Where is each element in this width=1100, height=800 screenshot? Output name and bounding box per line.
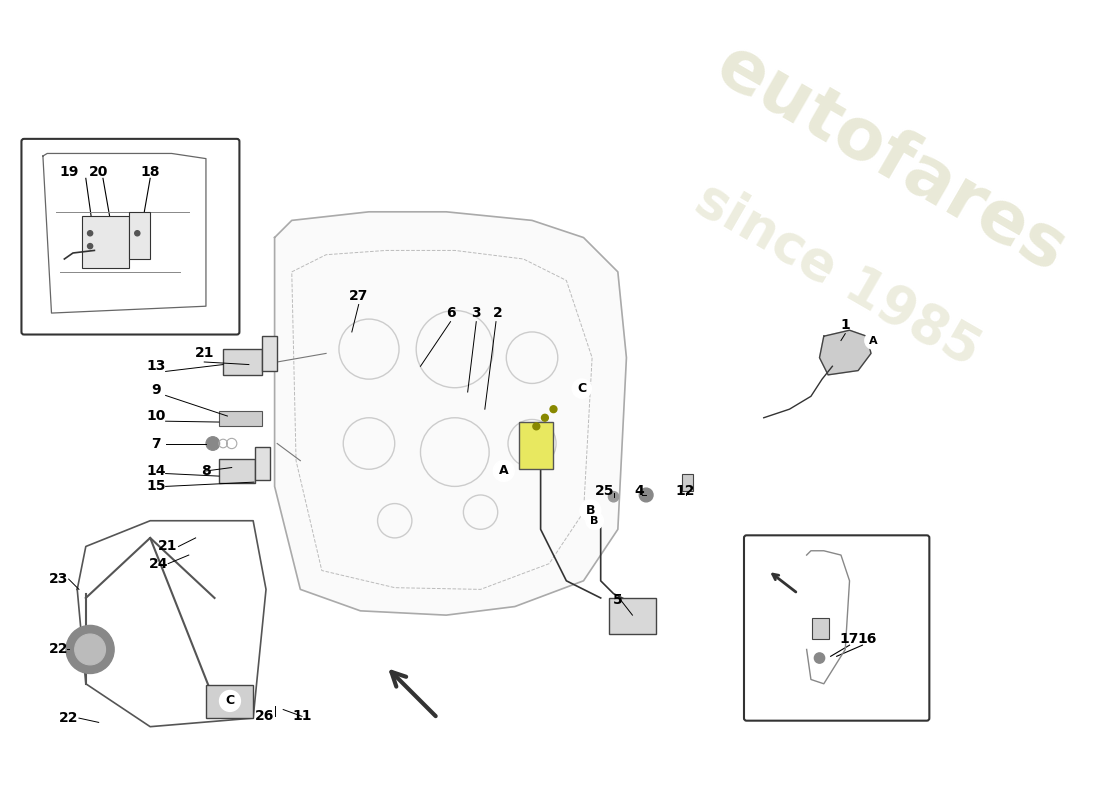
Circle shape xyxy=(814,653,825,663)
Text: 8: 8 xyxy=(201,464,211,478)
Bar xyxy=(255,447,271,479)
Circle shape xyxy=(75,634,106,665)
FancyBboxPatch shape xyxy=(22,139,240,334)
Text: since 1985: since 1985 xyxy=(686,173,989,378)
Text: 15: 15 xyxy=(146,479,166,494)
Text: 18: 18 xyxy=(141,166,160,179)
Text: 26: 26 xyxy=(254,710,274,723)
Circle shape xyxy=(586,512,603,530)
Text: 19: 19 xyxy=(59,166,78,179)
Text: 24: 24 xyxy=(148,557,168,570)
Text: B: B xyxy=(591,516,598,526)
Text: 11: 11 xyxy=(293,710,311,723)
Text: 21: 21 xyxy=(157,539,177,554)
Circle shape xyxy=(550,406,557,413)
Circle shape xyxy=(206,437,220,450)
Text: 9: 9 xyxy=(152,383,161,398)
Circle shape xyxy=(639,488,653,502)
Text: 1: 1 xyxy=(840,318,850,332)
Bar xyxy=(206,686,253,718)
Text: 14: 14 xyxy=(146,464,166,478)
Circle shape xyxy=(88,230,92,236)
FancyBboxPatch shape xyxy=(744,535,930,721)
Text: A: A xyxy=(499,465,508,478)
Text: 22: 22 xyxy=(59,711,78,725)
Circle shape xyxy=(541,414,548,421)
Circle shape xyxy=(532,423,540,430)
Circle shape xyxy=(66,626,114,674)
Circle shape xyxy=(865,332,882,349)
Circle shape xyxy=(608,491,618,502)
Bar xyxy=(129,212,151,259)
Circle shape xyxy=(220,690,240,711)
Text: 2: 2 xyxy=(493,306,503,320)
Circle shape xyxy=(88,243,92,249)
Circle shape xyxy=(494,461,514,482)
Text: A: A xyxy=(869,335,878,346)
Text: 21: 21 xyxy=(195,346,214,360)
Bar xyxy=(682,474,693,490)
Bar xyxy=(219,459,255,483)
Text: 6: 6 xyxy=(446,306,455,320)
Polygon shape xyxy=(275,212,626,615)
Circle shape xyxy=(134,230,140,236)
Text: 4: 4 xyxy=(635,484,645,498)
Text: 27: 27 xyxy=(349,289,368,303)
Text: 20: 20 xyxy=(89,166,109,179)
Polygon shape xyxy=(820,330,871,375)
Text: 25: 25 xyxy=(595,484,615,498)
Text: 13: 13 xyxy=(146,359,166,374)
Text: eutofares: eutofares xyxy=(704,31,1078,287)
Text: B: B xyxy=(585,504,595,517)
Text: 5: 5 xyxy=(613,593,623,606)
Text: 23: 23 xyxy=(48,572,68,586)
Text: 10: 10 xyxy=(146,409,166,423)
Bar xyxy=(219,411,262,426)
Text: C: C xyxy=(578,382,586,395)
Bar xyxy=(519,422,553,470)
Text: 17: 17 xyxy=(840,632,859,646)
Bar xyxy=(223,349,262,375)
Bar xyxy=(262,336,277,370)
Text: 12: 12 xyxy=(675,484,694,498)
Text: 22: 22 xyxy=(48,642,68,657)
Circle shape xyxy=(572,379,591,398)
Text: 7: 7 xyxy=(152,437,161,450)
Text: 16: 16 xyxy=(857,632,877,646)
Text: C: C xyxy=(226,694,234,707)
Bar xyxy=(81,216,129,267)
Bar xyxy=(609,598,657,634)
Circle shape xyxy=(580,500,601,521)
Text: 3: 3 xyxy=(472,306,481,320)
Bar xyxy=(812,618,829,639)
